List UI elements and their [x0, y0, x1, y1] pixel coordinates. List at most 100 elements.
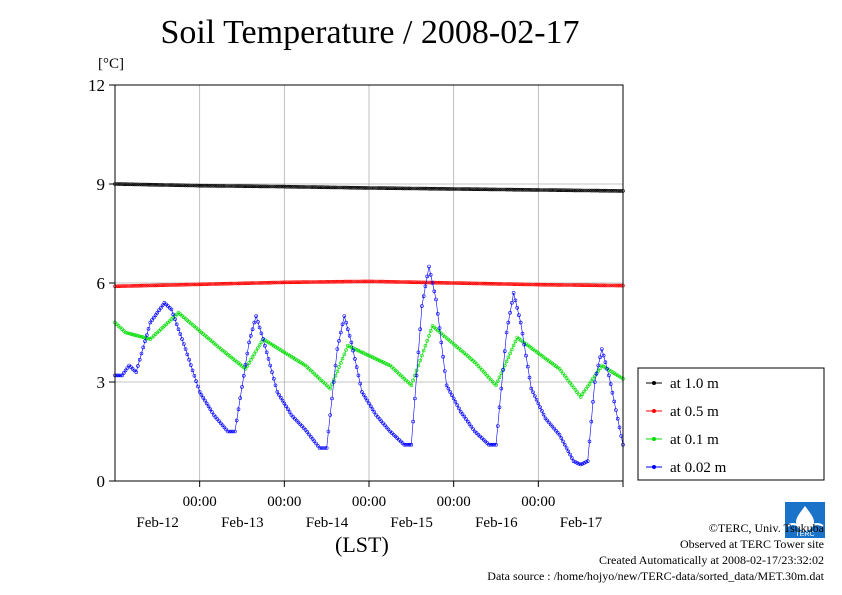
- data-point: [471, 427, 475, 431]
- data-point: [504, 282, 509, 286]
- data-point: [543, 416, 548, 421]
- data-point: [365, 186, 370, 190]
- data-point: [145, 333, 149, 337]
- data-point: [432, 186, 437, 191]
- data-point: [562, 188, 567, 192]
- data-point: [310, 280, 315, 284]
- data-point: [139, 334, 144, 339]
- data-point: [254, 314, 258, 318]
- data-point: [405, 280, 410, 284]
- data-point: [527, 188, 532, 192]
- data-point: [575, 283, 579, 287]
- data-point: [266, 357, 271, 361]
- data-point: [568, 380, 572, 385]
- data-point: [284, 280, 288, 285]
- data-point: [203, 183, 207, 188]
- data-point: [301, 185, 306, 189]
- data-point: [421, 294, 426, 299]
- data-point: [435, 280, 440, 285]
- data-point: [206, 282, 211, 286]
- data-point: [296, 420, 301, 425]
- data-point: [601, 364, 606, 369]
- data-point: [506, 187, 511, 192]
- data-point: [592, 380, 597, 384]
- data-point: [524, 353, 528, 358]
- data-point: [492, 187, 497, 192]
- data-point: [367, 401, 371, 406]
- data-point: [182, 282, 186, 287]
- data-point: [465, 419, 470, 424]
- data-point: [271, 280, 276, 285]
- data-point: [176, 327, 181, 332]
- data-point: [605, 283, 609, 288]
- data-point: [275, 280, 280, 285]
- data-point: [252, 184, 257, 189]
- data-point: [587, 439, 592, 444]
- data-point: [374, 413, 378, 417]
- legend-swatch-marker: [652, 381, 656, 385]
- data-point: [270, 184, 274, 189]
- data-point: [293, 185, 297, 189]
- data-point: [548, 282, 553, 287]
- data-point: [587, 283, 592, 288]
- data-point: [520, 282, 525, 287]
- data-point: [372, 279, 377, 284]
- data-point: [291, 185, 296, 189]
- data-point: [388, 279, 393, 284]
- data-point: [434, 186, 438, 191]
- data-point: [233, 184, 237, 188]
- data-point: [277, 184, 281, 189]
- data-point: [293, 416, 297, 421]
- data-point: [317, 280, 322, 284]
- data-point: [388, 186, 393, 190]
- data-point: [122, 182, 126, 186]
- data-point: [344, 348, 348, 352]
- data-point: [345, 185, 350, 190]
- data-point: [256, 346, 260, 350]
- data-point: [414, 186, 419, 191]
- data-point: [171, 283, 175, 287]
- data-point: [557, 283, 562, 287]
- data-point: [127, 331, 131, 336]
- data-point: [266, 184, 271, 189]
- data-point: [540, 188, 544, 192]
- data-point: [132, 283, 137, 288]
- data-point: [455, 403, 460, 407]
- data-point: [307, 432, 311, 437]
- data-point: [326, 279, 331, 284]
- data-point: [393, 186, 398, 191]
- data-point: [353, 357, 357, 361]
- data-point: [571, 459, 576, 464]
- data-point: [194, 282, 198, 287]
- data-point: [384, 425, 389, 430]
- data-point: [522, 342, 527, 347]
- data-point: [434, 280, 438, 285]
- data-point: [360, 279, 364, 284]
- data-point: [494, 383, 498, 388]
- data-point: [472, 281, 477, 286]
- data-point: [578, 283, 583, 287]
- data-point: [492, 281, 497, 286]
- data-point: [506, 282, 511, 286]
- data-point: [250, 184, 255, 189]
- data-point: [226, 281, 230, 286]
- data-point: [155, 283, 160, 288]
- data-point: [217, 419, 221, 424]
- chart-ticks: 03691200:00Feb-1200:00Feb-1300:00Feb-140…: [88, 76, 624, 531]
- data-point: [310, 437, 315, 441]
- data-point: [515, 305, 520, 310]
- data-point: [497, 282, 502, 286]
- data-point: [123, 182, 128, 186]
- data-point: [254, 184, 258, 189]
- data-point: [599, 347, 604, 351]
- data-point: [552, 426, 557, 431]
- data-point: [608, 189, 613, 193]
- data-point: [469, 424, 474, 429]
- data-point: [136, 333, 140, 338]
- data-point: [543, 282, 548, 287]
- x-tick-date-label: Feb-15: [390, 515, 433, 531]
- data-point: [342, 279, 347, 284]
- data-point: [577, 283, 581, 287]
- data-point: [259, 340, 264, 344]
- data-point: [146, 283, 151, 288]
